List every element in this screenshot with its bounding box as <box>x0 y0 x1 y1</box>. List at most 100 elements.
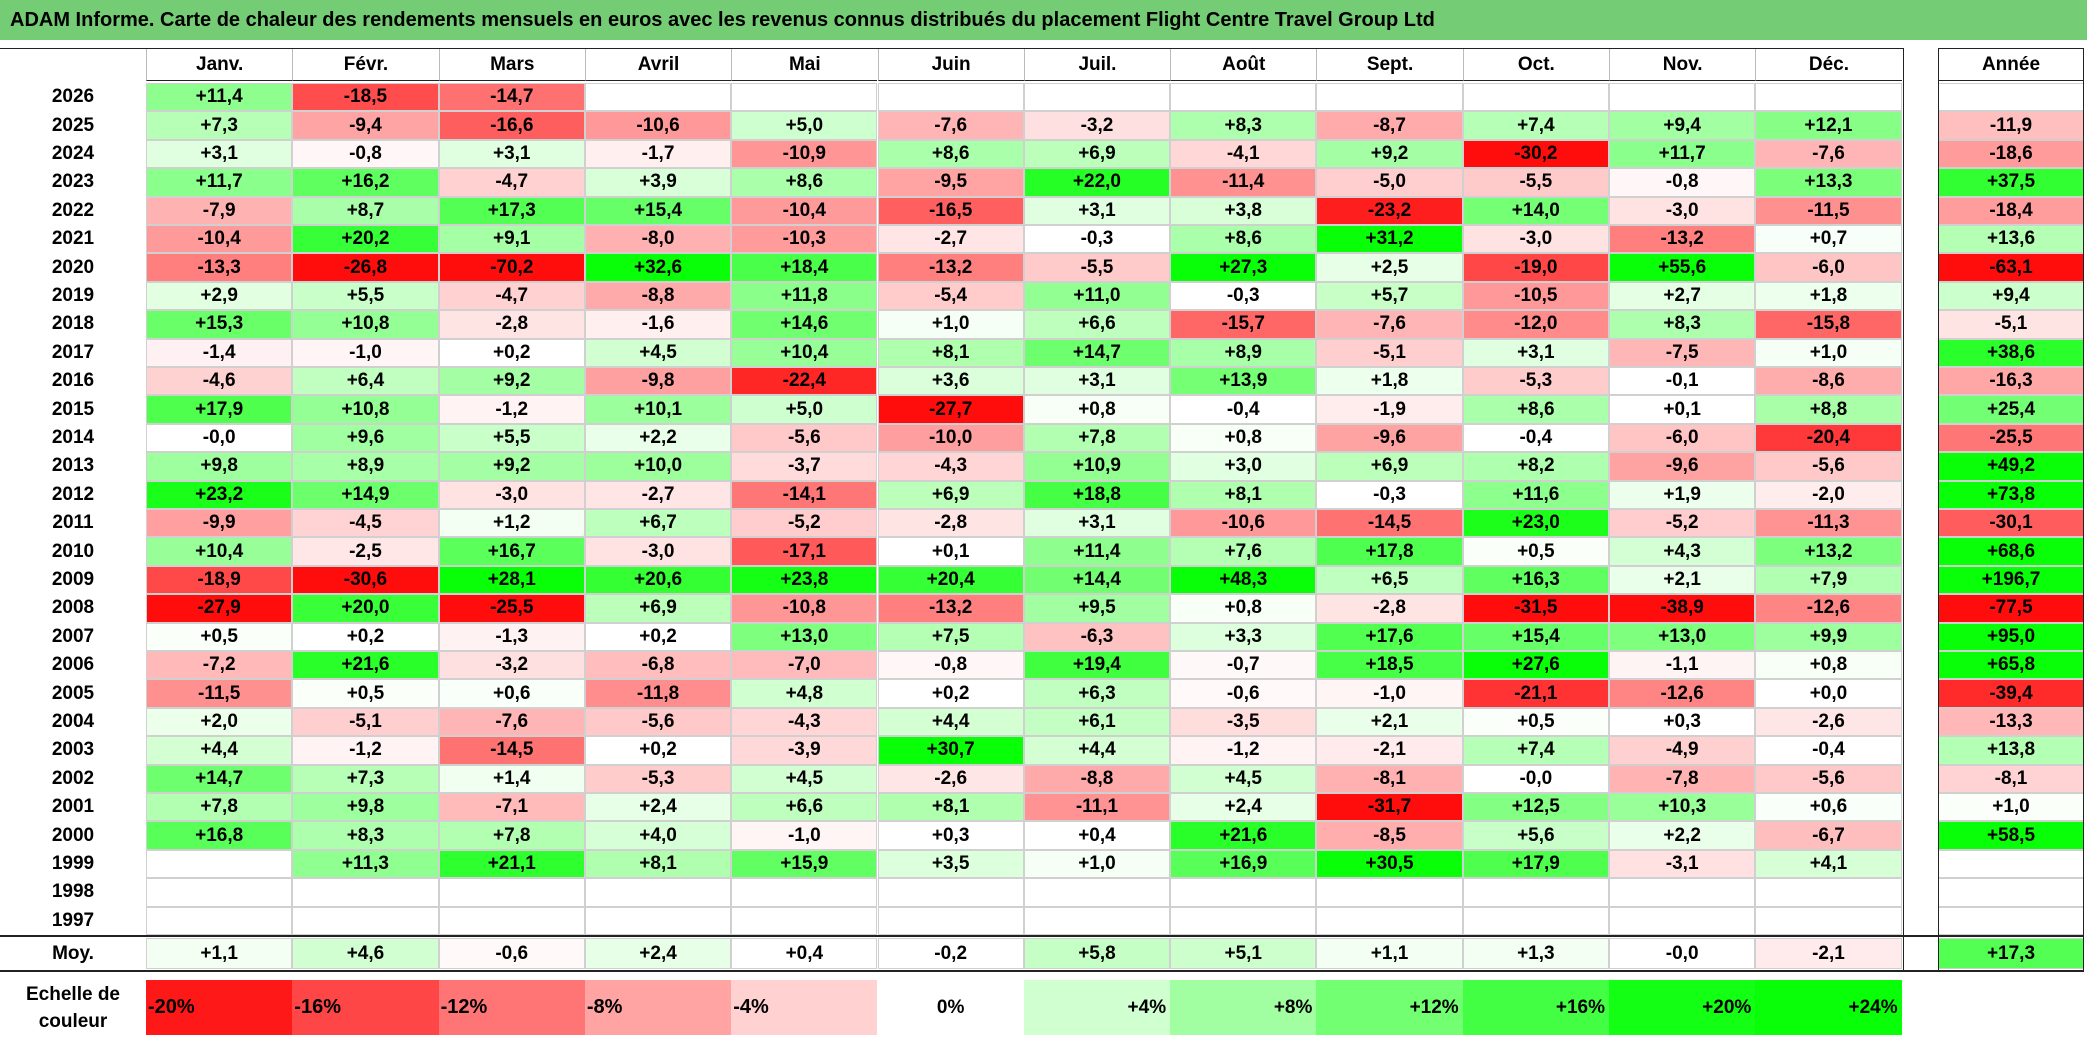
row-separator <box>0 970 2084 972</box>
heatmap-cell: +23,2 <box>146 480 293 509</box>
heatmap-cell <box>1023 878 1171 907</box>
color-scale-swatch: +16% <box>1462 980 1609 1035</box>
heatmap-cell: -13,2 <box>877 253 1024 282</box>
heatmap-cell: +55,6 <box>1609 253 1756 282</box>
heatmap-cell: +8,1 <box>877 793 1024 822</box>
heatmap-cell: +0,8 <box>1170 594 1317 623</box>
heatmap-cell: -13,3 <box>146 253 293 282</box>
heatmap-cell: -4,1 <box>1170 139 1317 169</box>
heatmap-cell <box>1462 83 1609 112</box>
heatmap-cell: +4,4 <box>877 707 1024 737</box>
year-label: 2008 <box>51 597 95 619</box>
heatmap-cell: -14,7 <box>438 83 585 112</box>
year-label: 2002 <box>51 767 95 789</box>
heatmap-cell <box>146 849 293 879</box>
heatmap-cell: +1,9 <box>1609 480 1756 509</box>
heatmap-cell: +9,8 <box>292 793 439 822</box>
heatmap-cell: +21,1 <box>438 849 585 879</box>
heatmap-cell: +6,9 <box>877 480 1024 509</box>
heatmap-cell: +7,4 <box>1462 736 1609 765</box>
heatmap-cell <box>1316 83 1463 112</box>
heatmap-cell: -25,5 <box>438 594 585 623</box>
heatmap-cell: +13,0 <box>1609 622 1756 651</box>
month-header: Déc. <box>1755 48 1902 81</box>
heatmap-cell: +8,6 <box>731 168 878 197</box>
heatmap-cell: +7,8 <box>146 793 293 822</box>
heatmap-cell: +9,2 <box>438 367 585 396</box>
heatmap-cell: -3,1 <box>1609 849 1756 879</box>
heatmap-cell: -5,2 <box>731 509 878 538</box>
heatmap-cell: -8,8 <box>1023 764 1171 793</box>
annual-cell: +38,6 <box>1938 338 2084 367</box>
heatmap-cell: -5,2 <box>1609 509 1756 538</box>
annual-cell: -13,3 <box>1938 707 2084 737</box>
heatmap-cell: -4,3 <box>877 452 1024 481</box>
heatmap-cell: +31,2 <box>1316 225 1463 254</box>
month-header: Juin <box>877 48 1024 81</box>
heatmap-cell <box>1316 906 1463 935</box>
heatmap-cell <box>1609 906 1756 935</box>
row-separator <box>0 935 2084 937</box>
heatmap-cell: +3,6 <box>877 367 1024 396</box>
heatmap-cell: +17,6 <box>1316 622 1463 651</box>
year-label: 2026 <box>51 86 95 108</box>
heatmap-cell: -5,5 <box>1023 253 1171 282</box>
heatmap-cell: +0,5 <box>1462 537 1609 566</box>
heatmap-cell: -0,8 <box>292 139 439 169</box>
heatmap-cell: -3,0 <box>584 537 732 566</box>
year-label: 2007 <box>51 625 95 647</box>
heatmap-cell: +6,9 <box>1316 452 1463 481</box>
heatmap-cell: +14,6 <box>731 310 878 339</box>
heatmap-cell: -0,3 <box>1023 225 1171 254</box>
heatmap-cell: +4,0 <box>584 821 732 850</box>
color-scale-swatch: 0% <box>877 980 1024 1035</box>
heatmap-cell: +0,3 <box>1609 707 1756 737</box>
heatmap-cell: +4,5 <box>731 764 878 793</box>
color-scale-swatch: -20% <box>146 980 293 1035</box>
heatmap-cell <box>877 83 1024 112</box>
annual-cell <box>1938 906 2084 935</box>
annual-cell: +65,8 <box>1938 651 2084 680</box>
heatmap-cell: -31,5 <box>1462 594 1609 623</box>
heatmap-cell: -0,0 <box>1462 764 1609 793</box>
heatmap-cell: -7,0 <box>731 651 878 680</box>
heatmap-cell: +14,9 <box>292 480 439 509</box>
annual-cell: -30,1 <box>1938 509 2084 538</box>
heatmap-cell: +14,0 <box>1462 196 1609 225</box>
year-label: 1999 <box>51 852 95 874</box>
heatmap-cell: -7,6 <box>1316 310 1463 339</box>
heatmap-cell: -31,7 <box>1316 793 1463 822</box>
heatmap-cell: -0,4 <box>1755 736 1902 765</box>
heatmap-cell: +1,2 <box>438 509 585 538</box>
heatmap-cell: +1,0 <box>1023 849 1171 879</box>
heatmap-cell: -30,2 <box>1462 139 1609 169</box>
heatmap-cell: +18,8 <box>1023 480 1171 509</box>
heatmap-cell: +16,7 <box>438 537 585 566</box>
average-cell: -0,0 <box>1609 938 1756 969</box>
heatmap-cell: -9,9 <box>146 509 293 538</box>
heatmap-cell: +1,0 <box>877 310 1024 339</box>
heatmap-cell: -10,4 <box>146 225 293 254</box>
heatmap-cell: +2,5 <box>1316 253 1463 282</box>
heatmap-cell: +5,0 <box>731 111 878 140</box>
heatmap-cell: +3,1 <box>1462 338 1609 367</box>
heatmap-cell: +8,1 <box>877 338 1024 367</box>
heatmap-cell: -26,8 <box>292 253 439 282</box>
month-header: Oct. <box>1462 48 1609 81</box>
heatmap-cell: -4,3 <box>731 707 878 737</box>
heatmap-cell: +4,1 <box>1755 849 1902 879</box>
color-scale-title: Echelle de couleur <box>26 984 120 1032</box>
heatmap-cell <box>731 878 878 907</box>
heatmap-cell: +7,8 <box>438 821 585 850</box>
annual-cell: -18,6 <box>1938 139 2084 169</box>
heatmap-cell: +6,4 <box>292 367 439 396</box>
heatmap-cell: +0,7 <box>1755 225 1902 254</box>
annual-cell: +37,5 <box>1938 168 2084 197</box>
heatmap-cell: +0,3 <box>877 821 1024 850</box>
annual-cell: +13,6 <box>1938 225 2084 254</box>
heatmap-cell <box>1755 83 1902 112</box>
heatmap-cell: -2,6 <box>877 764 1024 793</box>
heatmap-cell: +0,4 <box>1023 821 1171 850</box>
heatmap-cell: +8,3 <box>1170 111 1317 140</box>
heatmap-cell: -16,5 <box>877 196 1024 225</box>
